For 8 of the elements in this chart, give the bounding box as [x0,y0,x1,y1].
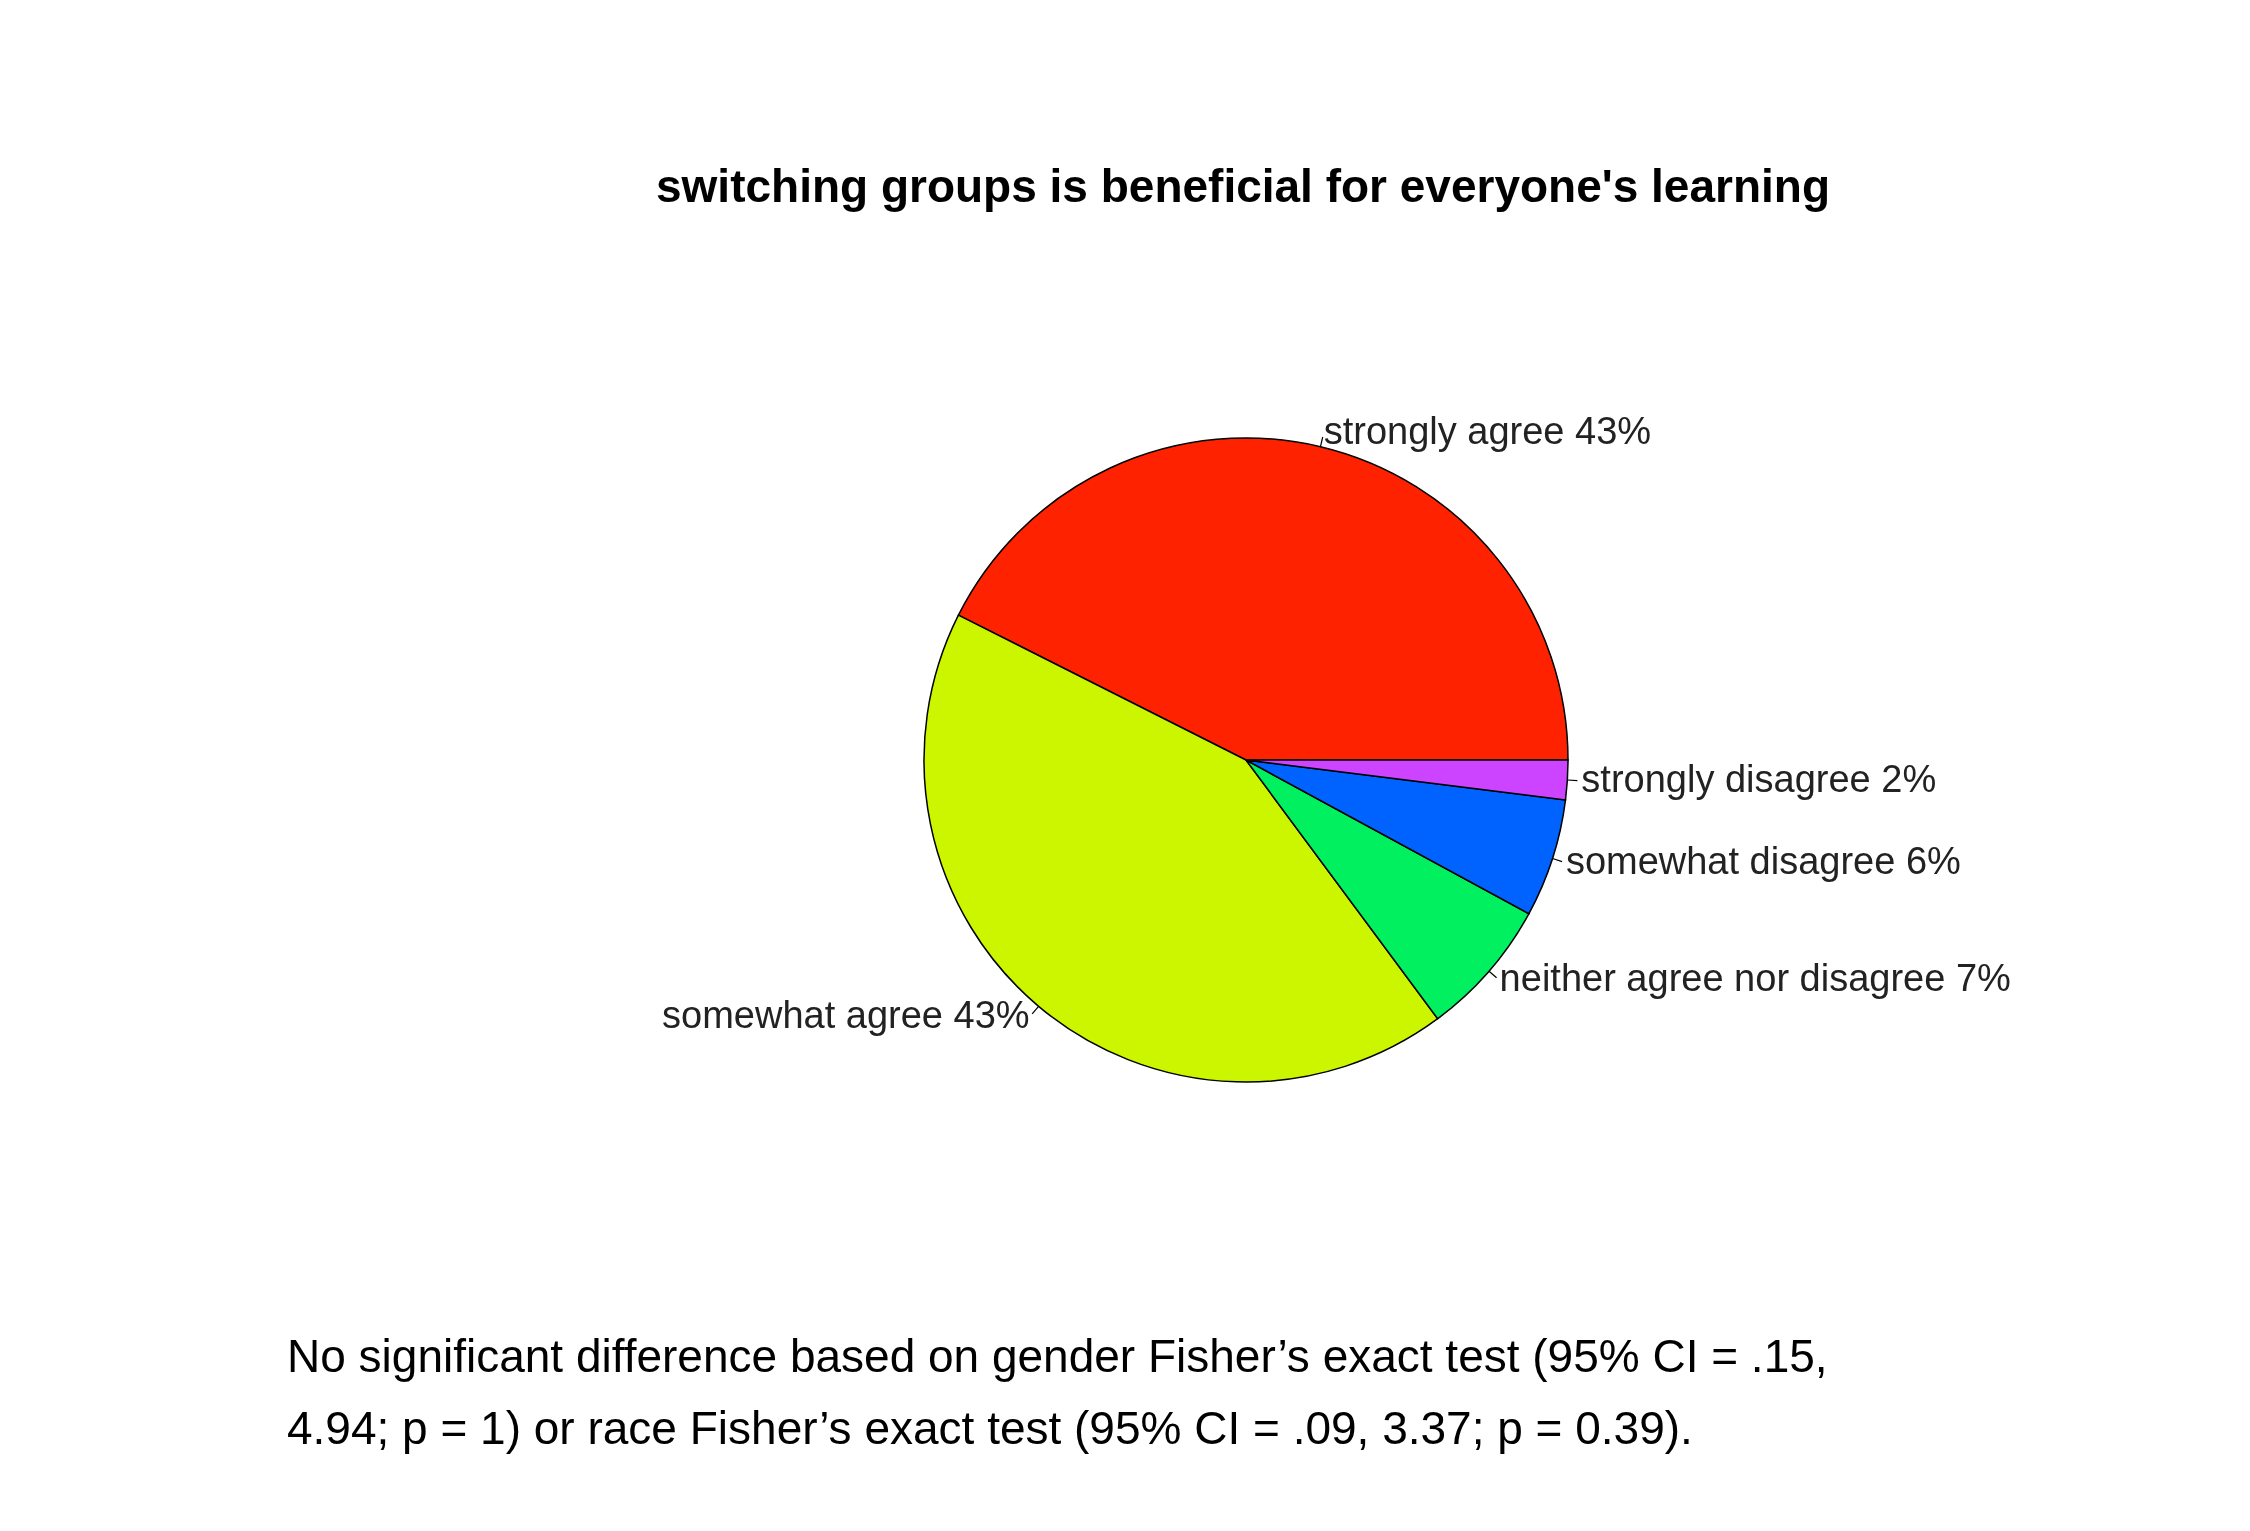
slice-label: somewhat disagree 6% [1565,839,1961,882]
text: No significant difference based on gender Fisher’s exact test (95% CI = .15, [287,1330,1828,1382]
slice-label: strongly agree 43% [1323,410,1652,453]
slice-label: somewhat agree 43% [662,994,1030,1037]
slice-label: strongly disagree 2% [1581,757,1937,800]
slice-label: neither agree nor disagree 7% [1499,957,2011,1000]
chart-title: switching groups is beneficial for everyone's learning [655,160,1831,212]
text: 4.94; p = 1) or race Fisher’s exact test (95% CI = .09, 3.37; p = 0.39). [287,1402,1693,1454]
